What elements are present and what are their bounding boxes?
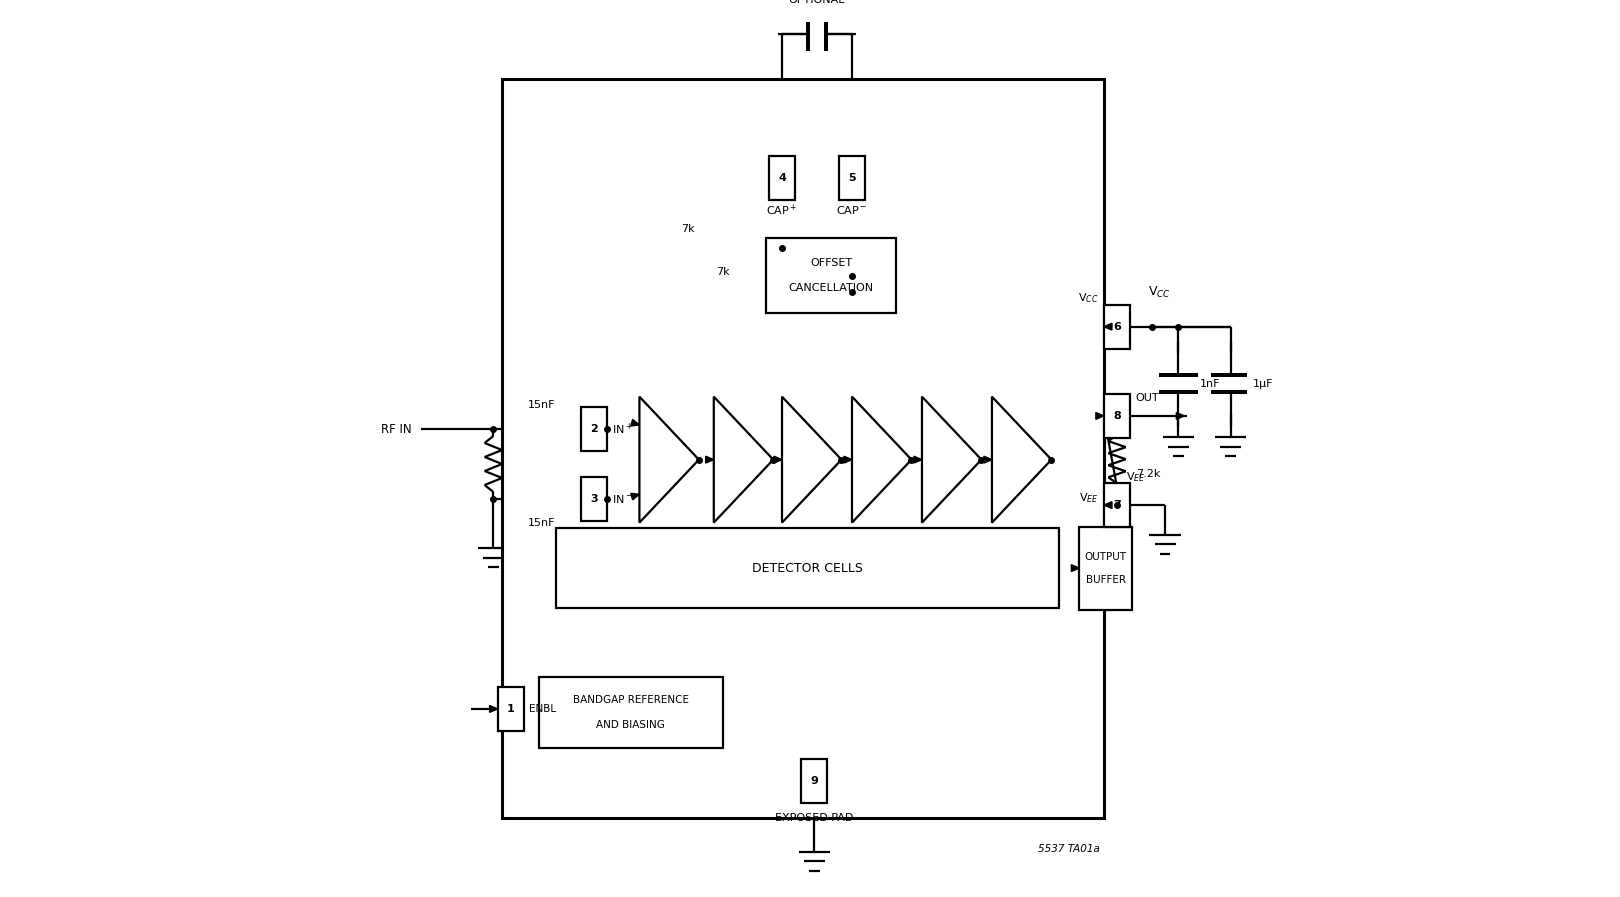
Text: V$_{CC}$: V$_{CC}$ bbox=[1079, 291, 1098, 305]
Text: 7k: 7k bbox=[680, 223, 695, 234]
Bar bbox=[1103, 394, 1131, 438]
Polygon shape bbox=[489, 706, 497, 712]
Bar bbox=[802, 759, 828, 803]
Text: DETECTOR CELLS: DETECTOR CELLS bbox=[752, 562, 863, 575]
Text: CAP$^-$: CAP$^-$ bbox=[836, 205, 868, 216]
Polygon shape bbox=[630, 420, 640, 426]
Text: CANCELLATION: CANCELLATION bbox=[789, 283, 873, 292]
Bar bbox=[582, 477, 608, 521]
Bar bbox=[1103, 305, 1131, 349]
Bar bbox=[502, 79, 1103, 818]
Text: 15nF: 15nF bbox=[528, 399, 556, 410]
Text: 3: 3 bbox=[590, 494, 598, 504]
Text: OFFSET: OFFSET bbox=[810, 258, 852, 268]
Text: 5537 TA01a: 5537 TA01a bbox=[1038, 844, 1100, 854]
Text: 2: 2 bbox=[590, 424, 598, 434]
Text: BANDGAP REFERENCE: BANDGAP REFERENCE bbox=[573, 695, 688, 705]
Polygon shape bbox=[1103, 501, 1111, 509]
Polygon shape bbox=[630, 493, 640, 500]
Polygon shape bbox=[844, 457, 852, 463]
Text: 4: 4 bbox=[778, 173, 786, 183]
Text: OPTIONAL: OPTIONAL bbox=[789, 0, 846, 5]
Polygon shape bbox=[1176, 413, 1184, 419]
Bar bbox=[766, 239, 896, 313]
Text: 1: 1 bbox=[507, 704, 515, 714]
Text: V$_{EE}$: V$_{EE}$ bbox=[1126, 470, 1145, 484]
Text: AND BIASING: AND BIASING bbox=[596, 719, 666, 729]
Text: OUTPUT: OUTPUT bbox=[1085, 553, 1126, 562]
Bar bbox=[539, 676, 723, 748]
Bar bbox=[582, 407, 608, 451]
Bar bbox=[839, 156, 865, 200]
Polygon shape bbox=[914, 457, 922, 463]
Bar bbox=[1103, 483, 1131, 527]
Bar bbox=[556, 527, 1059, 608]
Text: IN$^-$: IN$^-$ bbox=[612, 493, 633, 505]
Polygon shape bbox=[706, 457, 714, 463]
Text: OUT: OUT bbox=[1136, 394, 1158, 404]
Text: 7: 7 bbox=[1113, 501, 1121, 510]
Bar bbox=[1079, 527, 1132, 610]
Polygon shape bbox=[983, 457, 991, 463]
Text: IN$^+$: IN$^+$ bbox=[612, 422, 633, 437]
Text: 7.2k: 7.2k bbox=[1136, 468, 1160, 479]
Text: ENBL: ENBL bbox=[530, 704, 556, 714]
Text: 8: 8 bbox=[1113, 411, 1121, 421]
Text: 9: 9 bbox=[810, 776, 818, 786]
Text: V$_{EE}$: V$_{EE}$ bbox=[1079, 492, 1098, 505]
Text: 6: 6 bbox=[1113, 322, 1121, 332]
Text: 5: 5 bbox=[849, 173, 855, 183]
Polygon shape bbox=[1103, 323, 1111, 330]
Text: V$_{CC}$: V$_{CC}$ bbox=[1147, 285, 1171, 300]
Polygon shape bbox=[774, 457, 782, 463]
Text: BUFFER: BUFFER bbox=[1085, 575, 1126, 585]
Text: 1μF: 1μF bbox=[1252, 379, 1273, 388]
Polygon shape bbox=[1095, 413, 1103, 419]
Text: 7k: 7k bbox=[716, 267, 729, 277]
Text: CAP$^+$: CAP$^+$ bbox=[766, 203, 797, 218]
Text: RF IN: RF IN bbox=[381, 422, 411, 436]
Bar bbox=[770, 156, 795, 200]
Polygon shape bbox=[1071, 565, 1079, 571]
Text: EXPOSED PAD: EXPOSED PAD bbox=[776, 814, 854, 823]
Bar bbox=[497, 687, 523, 731]
Text: 1nF: 1nF bbox=[1200, 379, 1220, 388]
Text: 15nF: 15nF bbox=[528, 518, 556, 528]
